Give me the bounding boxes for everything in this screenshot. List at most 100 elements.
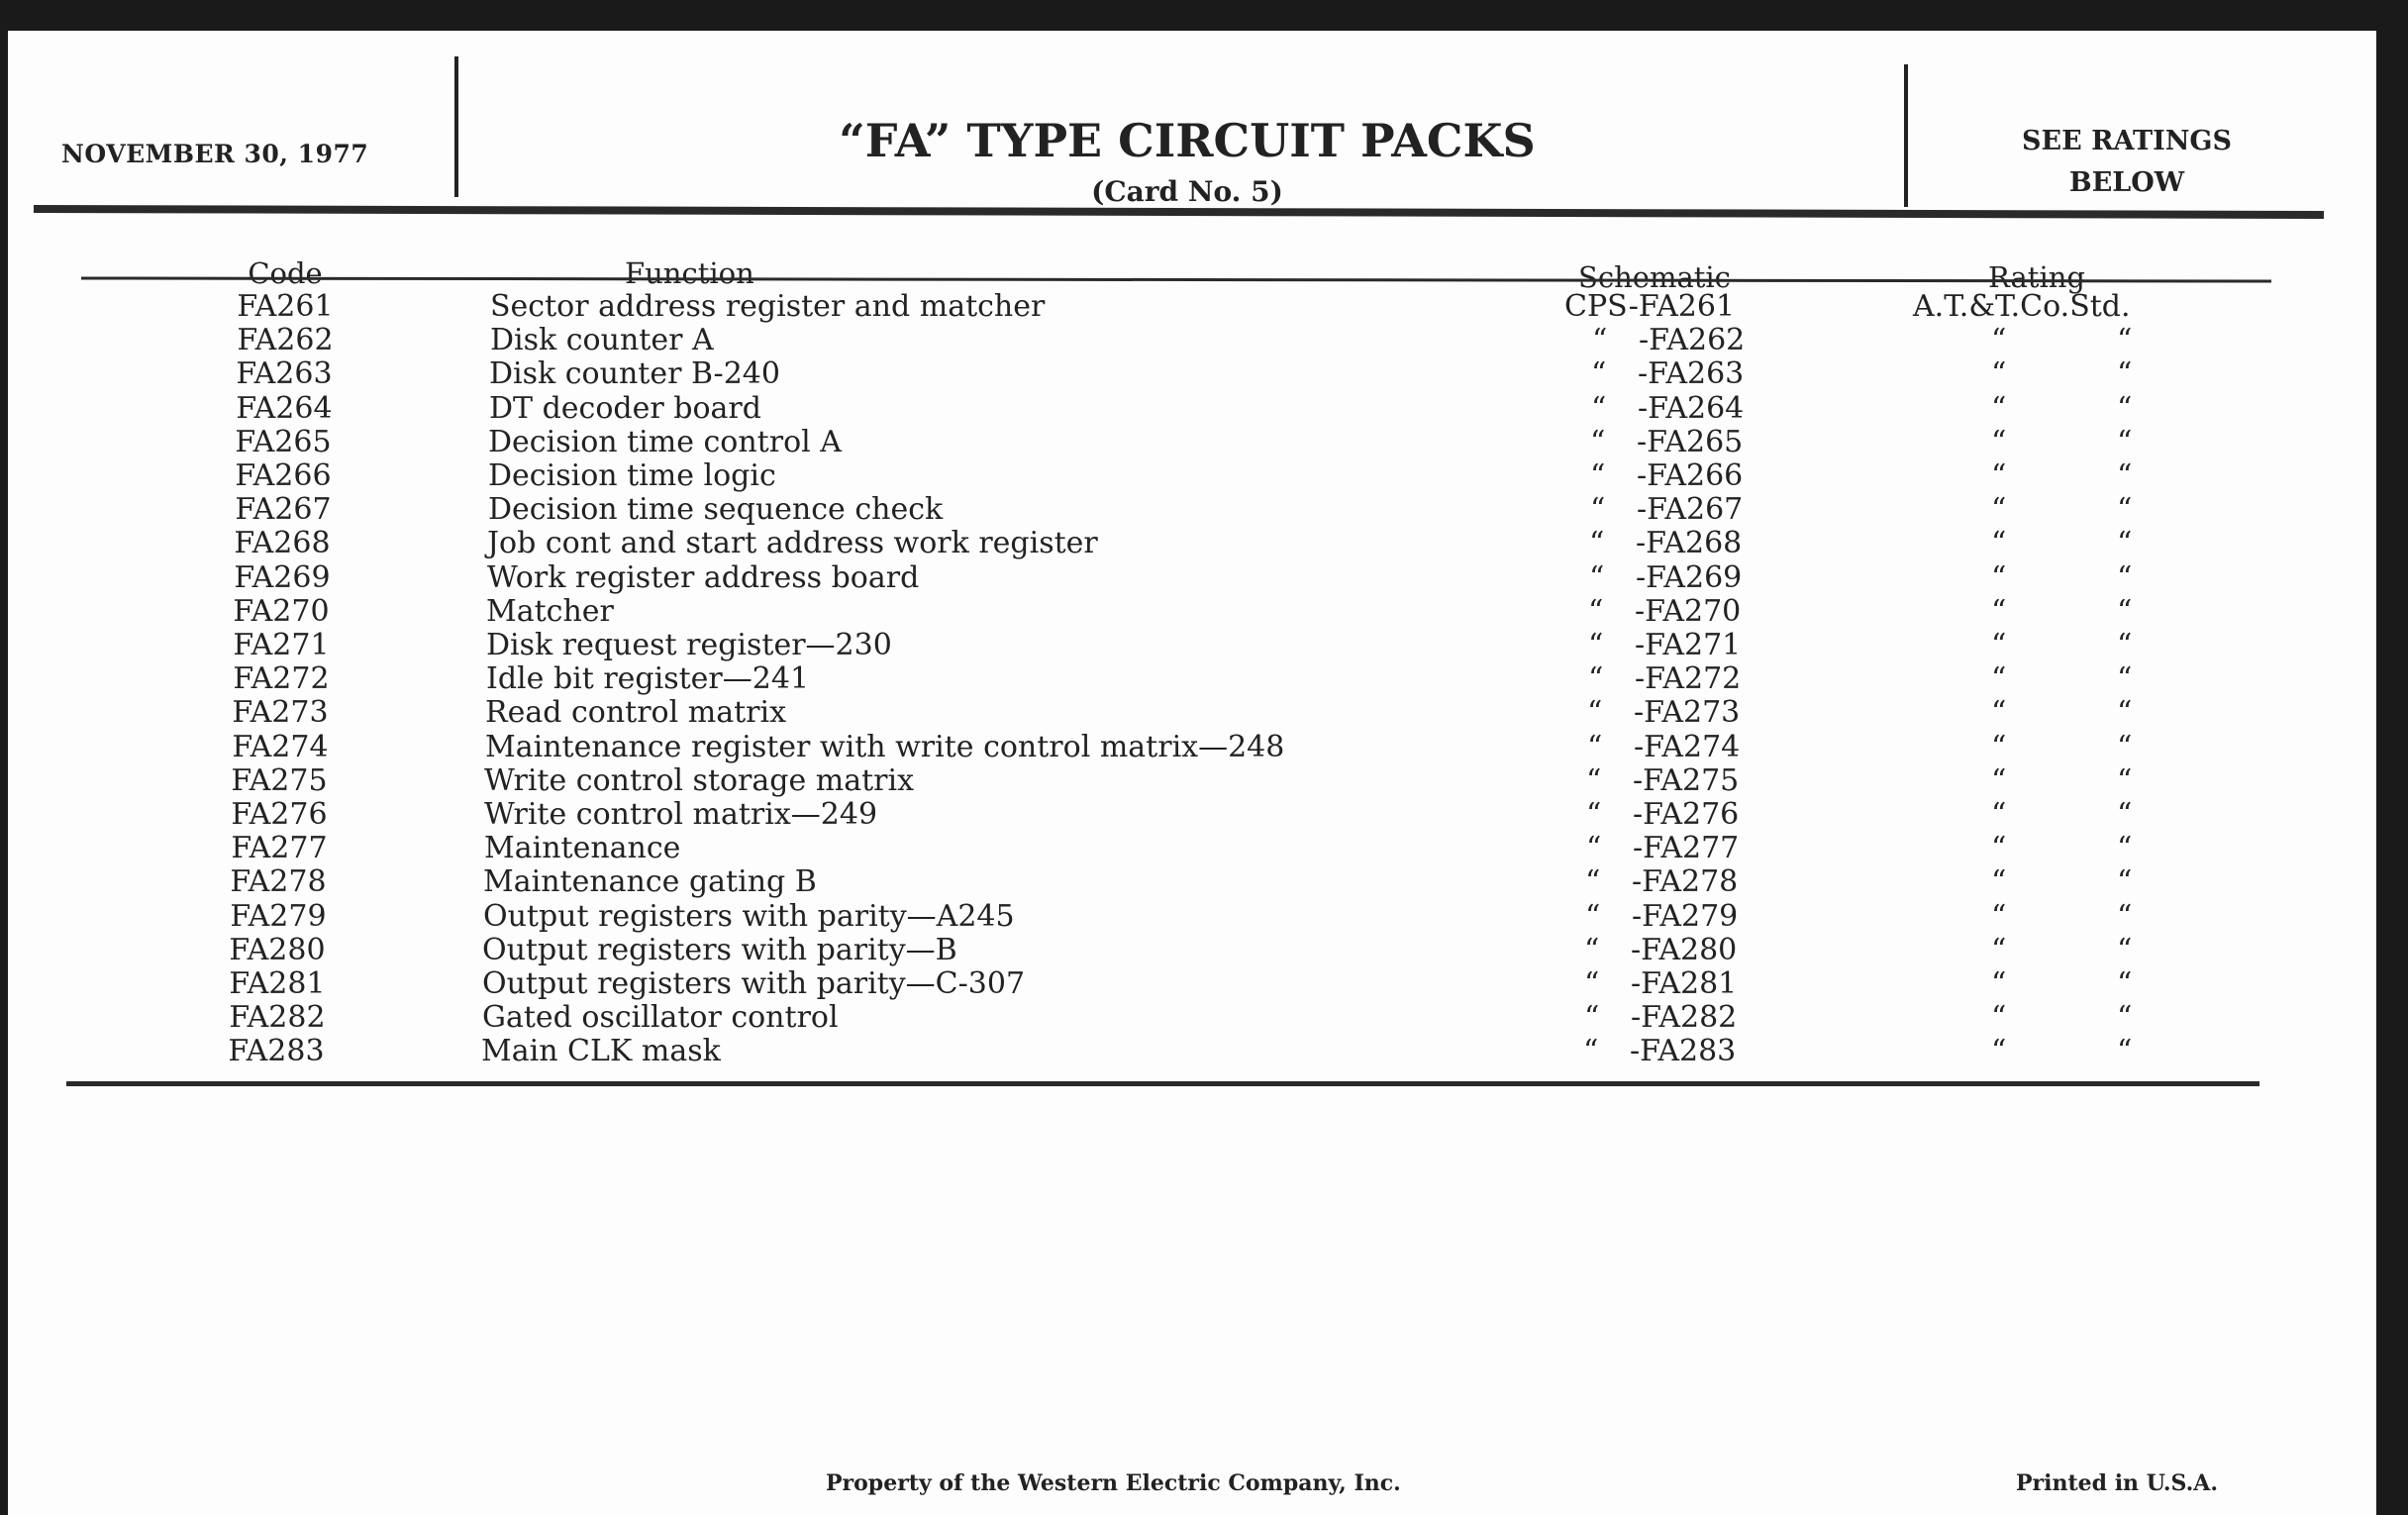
table-row: FA273 Read control matrix “ -FA273 “ “ [8, 696, 2376, 730]
table-row: FA275 Write control storage matrix “ -FA275… [8, 762, 2376, 798]
function-cell: Disk request register—230 [486, 628, 892, 662]
rating-ditto-mark: “ [1991, 559, 2007, 595]
function-cell: Write control storage matrix [484, 762, 915, 798]
ratings-note: SEE RATINGS BELOW [1916, 121, 2338, 204]
rating-ditto-mark: “ [1991, 356, 2007, 392]
schematic-cell: -FA279 [1632, 898, 1739, 934]
table-row: FA272 Idle bit register—241 “ -FA272 “ “ [8, 662, 2376, 696]
rating-ditto-mark: “ [1991, 526, 2007, 561]
schematic-ditto-mark: “ [1589, 526, 1605, 561]
rating-ditto-mark: “ [2117, 458, 2133, 493]
code-cell: FA280 [229, 932, 326, 967]
rating-ditto-mark: “ [2117, 526, 2133, 561]
schematic-cell: -FA280 [1631, 932, 1738, 967]
schematic-cell: -FA269 [1636, 559, 1743, 595]
code-cell: FA264 [236, 390, 333, 426]
function-cell: Write control matrix—249 [484, 797, 878, 832]
rating-ditto-mark: “ [1991, 390, 2007, 426]
rating-ditto-mark: “ [1991, 458, 2007, 493]
schematic-ditto-mark: “ [1588, 661, 1604, 697]
code-cell: FA276 [231, 797, 328, 832]
table-row: FA279 Output registers with parity—A245 “-… [8, 898, 2376, 934]
schematic-cell: -FA277 [1633, 831, 1740, 866]
schematic-cell: -FA282 [1631, 1000, 1738, 1036]
rating-ditto-mark: “ [2117, 762, 2133, 798]
function-cell: Main CLK mask [481, 1034, 721, 1069]
code-cell: FA270 [233, 593, 330, 629]
schematic-cell: CPS-FA261 [1564, 289, 1736, 324]
function-cell: Work register address board [487, 559, 920, 595]
function-cell: Matcher [486, 593, 614, 629]
table-row: FA271 Disk request register—230 “ -FA271 “ “ [8, 629, 2376, 662]
function-cell: Decision time sequence check [488, 492, 944, 528]
function-cell: Job cont and start address work register [487, 526, 1098, 561]
code-cell: FA267 [235, 492, 332, 528]
schematic-cell: -FA272 [1635, 661, 1742, 697]
rating-ditto-mark: “ [2117, 628, 2133, 662]
function-cell: Maintenance gating B [483, 864, 817, 900]
column-header-rule [80, 276, 2272, 283]
rating-ditto-mark: “ [2117, 390, 2133, 426]
function-cell: Output registers with parity—C-307 [482, 966, 1026, 1001]
schematic-ditto-mark: “ [1586, 797, 1602, 832]
rating-ditto-mark: “ [1991, 729, 2007, 764]
rating-ditto-mark: “ [1991, 864, 2007, 900]
rating-ditto-mark: “ [2117, 695, 2133, 731]
schematic-cell: -FA267 [1637, 492, 1744, 528]
table-row: FA264 DT decoder board “ -FA264 “ “ [8, 390, 2376, 426]
schematic-ditto-mark: “ [1584, 966, 1600, 1001]
rating-ditto-mark: “ [1991, 797, 2007, 832]
rating-ditto-mark: “ [2117, 831, 2133, 866]
rating-ditto-mark: “ [2117, 356, 2133, 392]
code-cell: FA273 [232, 695, 329, 731]
card-title: “FA” TYPE CIRCUIT PACKS [839, 114, 1536, 167]
schematic-cell: -FA276 [1633, 797, 1740, 832]
schematic-ditto-mark: “ [1590, 492, 1606, 528]
function-cell: Idle bit register—241 [486, 661, 810, 697]
footer-property: Property of the Western Electric Company… [826, 1470, 1401, 1496]
header-thick-rule [33, 204, 2325, 220]
column-header-rating: Rating [1988, 260, 2085, 294]
rating-ditto-mark: “ [2117, 898, 2133, 934]
rating-ditto-mark: “ [1991, 661, 2007, 697]
schematic-ditto-mark: “ [1585, 898, 1601, 934]
code-cell: FA261 [237, 289, 334, 324]
schematic-ditto-mark: “ [1586, 762, 1602, 798]
rating-ditto-mark: “ [2117, 1034, 2133, 1069]
function-cell: Decision time logic [488, 458, 776, 493]
code-cell: FA263 [236, 356, 333, 392]
schematic-cell: -FA271 [1635, 628, 1742, 662]
code-cell: FA275 [231, 762, 328, 798]
rating-ditto-mark: “ [1991, 1000, 2007, 1036]
column-header-function: Function [625, 256, 754, 290]
schematic-ditto-mark: “ [1590, 424, 1606, 459]
column-header-code: Code [248, 256, 323, 290]
column-header-schematic: Schematic [1578, 260, 1731, 294]
table-row: FA282 Gated oscillator control “ -FA282 “ “ [8, 1001, 2376, 1035]
schematic-cell: -FA270 [1635, 593, 1742, 629]
schematic-ditto-mark: “ [1592, 323, 1608, 358]
table-row: FA266 Decision time logic “ -FA266 “ “ [8, 459, 2376, 493]
footer-printed: Printed in U.S.A. [2016, 1470, 2219, 1496]
schematic-ditto-mark: “ [1584, 932, 1600, 967]
table-row: FA269 Work register address board “ -FA269 “… [8, 559, 2376, 595]
schematic-cell: -FA283 [1630, 1034, 1737, 1069]
rating-ditto-mark: “ [2117, 932, 2133, 967]
function-cell: Gated oscillator control [482, 1000, 839, 1036]
schematic-ditto-mark: “ [1587, 729, 1603, 764]
table-row: FA277 Maintenance “ -FA277 “ “ [8, 832, 2376, 865]
code-cell: FA281 [229, 966, 326, 1001]
function-cell: Disk counter A [490, 323, 714, 358]
rating-ditto-mark: “ [1991, 424, 2007, 459]
table-row: FA283 Main CLK mask “ -FA283 “ “ [8, 1035, 2376, 1068]
function-cell: DT decoder board [489, 390, 761, 426]
rating-ditto-mark: “ [1991, 492, 2007, 528]
rating-ditto-mark: “ [2117, 661, 2133, 697]
rating-cell: A.T.&T.Co.Std. [1913, 289, 2131, 324]
function-cell: Decision time control A [488, 424, 842, 459]
code-cell: FA274 [232, 729, 329, 764]
schematic-ditto-mark: “ [1585, 864, 1601, 900]
code-cell: FA266 [235, 458, 332, 493]
card-date: NOVEMBER 30, 1977 [61, 140, 369, 168]
schematic-ditto-mark: “ [1586, 831, 1602, 866]
